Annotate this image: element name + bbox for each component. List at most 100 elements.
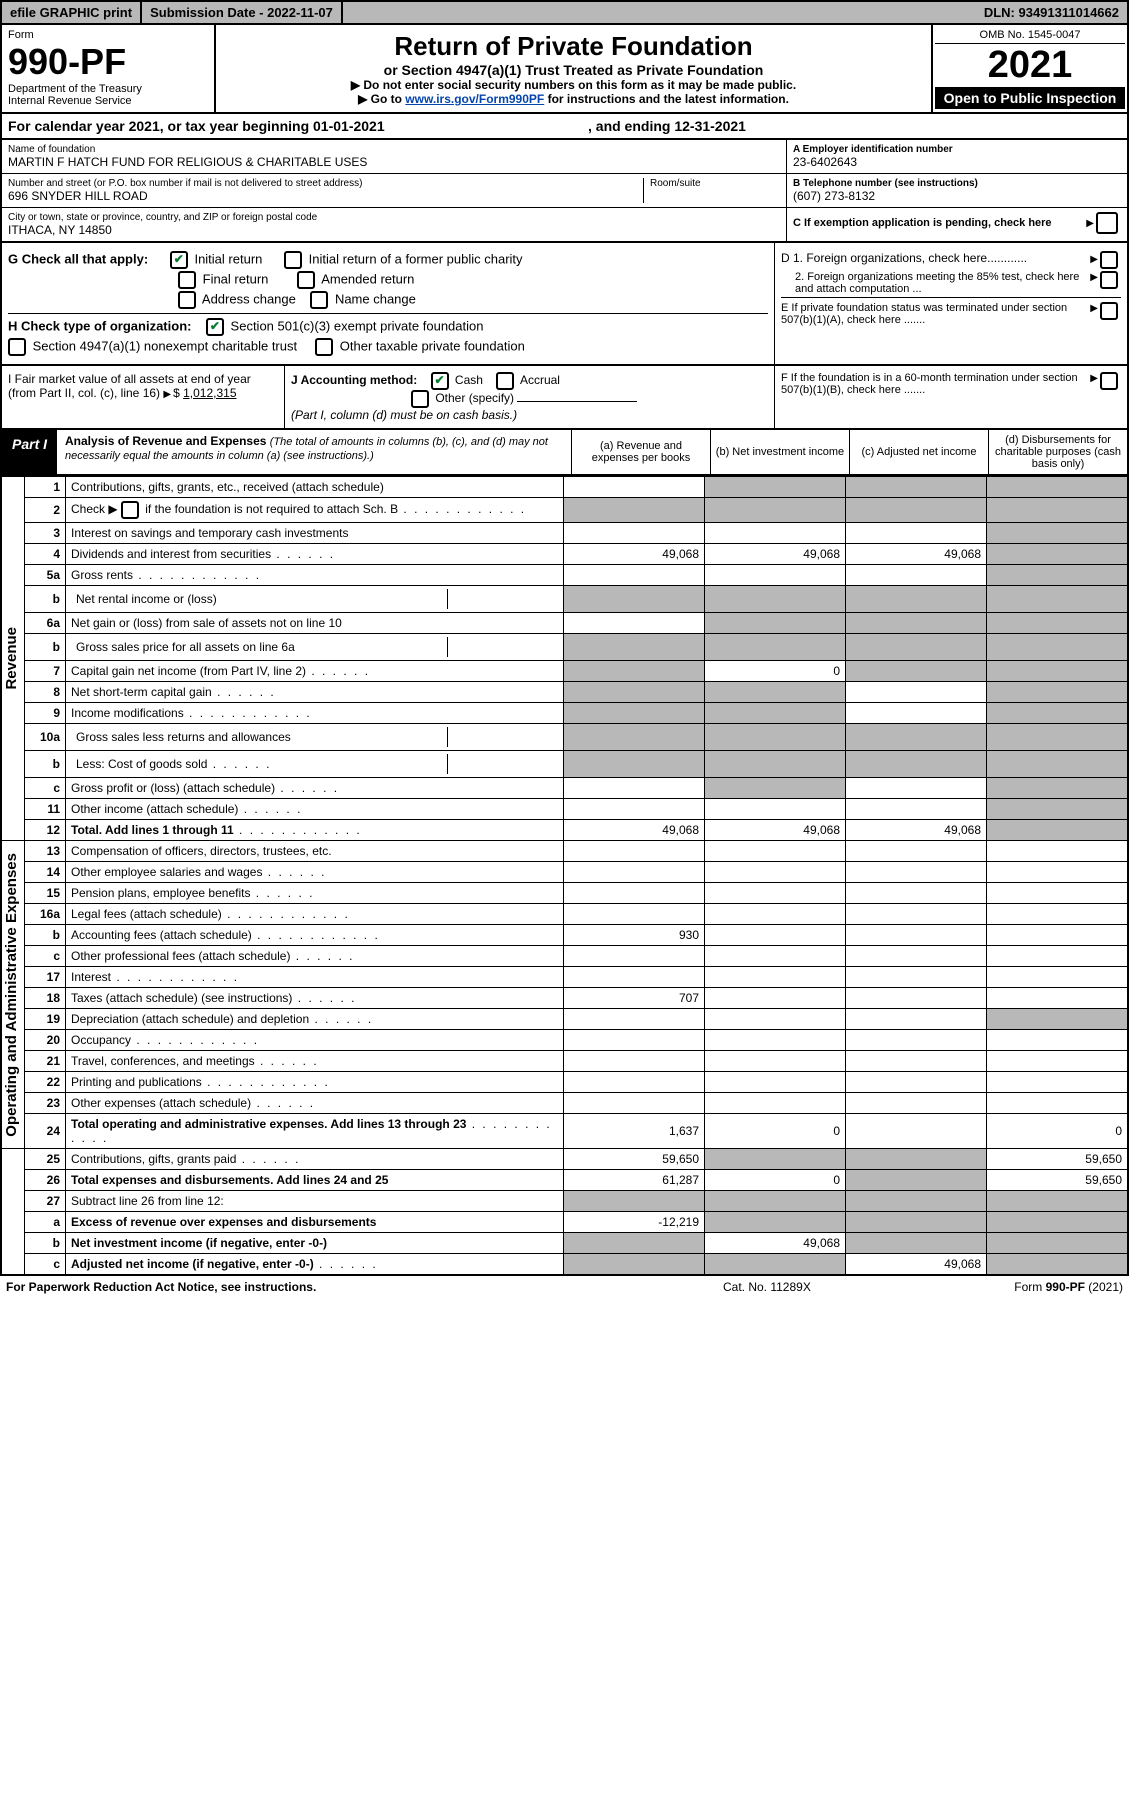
table-row: b Net rental income or (loss): [1, 586, 1128, 613]
info-block: Name of foundation MARTIN F HATCH FUND F…: [0, 140, 1129, 243]
i-value: 1,012,315: [183, 386, 236, 400]
e-chk[interactable]: [1100, 302, 1118, 320]
g-address-chk[interactable]: [178, 291, 196, 309]
part1-tab: Part I: [2, 430, 57, 474]
j-other-chk[interactable]: [411, 390, 429, 408]
c-checkbox[interactable]: [1096, 212, 1118, 234]
j-block: J Accounting method: Cash Accrual Other …: [285, 366, 774, 428]
part1-header: Part I Analysis of Revenue and Expenses …: [0, 430, 1129, 476]
arrow-icon: [1090, 372, 1100, 396]
g-initial-public: Initial return of a former public charit…: [309, 251, 523, 266]
address-row: Number and street (or P.O. box number if…: [2, 174, 786, 208]
h-other: Other taxable private foundation: [340, 338, 525, 353]
calendar-end: , and ending 12-31-2021: [588, 118, 1121, 134]
h-501-chk[interactable]: [206, 318, 224, 336]
c-row: C If exemption application is pending, c…: [787, 208, 1127, 238]
table-row: 8 Net short-term capital gain: [1, 682, 1128, 703]
table-row: Revenue 1 Contributions, gifts, grants, …: [1, 477, 1128, 498]
g-final-chk[interactable]: [178, 271, 196, 289]
tel: (607) 273-8132: [793, 189, 1121, 203]
j-accrual-chk[interactable]: [496, 372, 514, 390]
room-lbl: Room/suite: [650, 178, 780, 189]
d1: D 1. Foreign organizations, check here..…: [781, 251, 1090, 269]
c-lbl: C If exemption application is pending, c…: [793, 217, 1086, 229]
tax-year: 2021: [935, 44, 1125, 87]
instr-2: ▶ Go to www.irs.gov/Form990PF for instru…: [222, 92, 925, 106]
d1-chk[interactable]: [1100, 251, 1118, 269]
table-row: 5a Gross rents: [1, 565, 1128, 586]
g-initial-public-chk[interactable]: [284, 251, 302, 269]
table-row: 4 Dividends and interest from securities…: [1, 544, 1128, 565]
arrow-icon: [1090, 251, 1100, 269]
g-initial-chk[interactable]: [170, 251, 188, 269]
foundation-name-lbl: Name of foundation: [8, 144, 780, 155]
dln: DLN: 93491311014662: [976, 2, 1127, 23]
row-num: 1: [25, 477, 66, 498]
f-lbl: F If the foundation is in a 60-month ter…: [781, 372, 1090, 396]
ein-row: A Employer identification number 23-6402…: [787, 140, 1127, 174]
row-num: 2: [25, 498, 66, 523]
footer-center: Cat. No. 11289X: [723, 1280, 923, 1294]
f-block: F If the foundation is in a 60-month ter…: [774, 366, 1127, 428]
instr2-pre: ▶ Go to: [358, 92, 405, 106]
j-cash-chk[interactable]: [431, 372, 449, 390]
city-row: City or town, state or province, country…: [2, 208, 786, 241]
part1-desc: Analysis of Revenue and Expenses (The to…: [57, 430, 571, 474]
form-label: Form: [8, 29, 208, 41]
calendar-row: For calendar year 2021, or tax year begi…: [0, 114, 1129, 140]
info-right: A Employer identification number 23-6402…: [786, 140, 1127, 241]
h-label: H Check type of organization:: [8, 318, 191, 333]
form-number: 990-PF: [8, 41, 208, 83]
spacer: [343, 2, 976, 23]
part1-table: Revenue 1 Contributions, gifts, grants, …: [0, 476, 1129, 1276]
address: 696 SNYDER HILL ROAD: [8, 189, 637, 203]
j-cash: Cash: [455, 373, 483, 387]
g-block: G Check all that apply: Initial return I…: [2, 243, 774, 364]
g-address: Address change: [202, 291, 296, 306]
g-label: G Check all that apply:: [8, 251, 148, 266]
row-desc: Check ▶ if the foundation is not require…: [66, 498, 564, 523]
g-amended-chk[interactable]: [297, 271, 315, 289]
instr-1: ▶ Do not enter social security numbers o…: [222, 78, 925, 92]
form-header-left: Form 990-PF Department of the Treasury I…: [2, 25, 216, 112]
form-subtitle: or Section 4947(a)(1) Trust Treated as P…: [222, 62, 925, 78]
h-4947-chk[interactable]: [8, 338, 26, 356]
table-row: 10a Gross sales less returns and allowan…: [1, 724, 1128, 751]
tel-lbl: B Telephone number (see instructions): [793, 178, 1121, 189]
h-other-chk[interactable]: [315, 338, 333, 356]
g-initial: Initial return: [194, 251, 262, 266]
form-header-right: OMB No. 1545-0047 2021 Open to Public In…: [931, 25, 1127, 112]
instr2-post: for instructions and the latest informat…: [544, 92, 789, 106]
arrow-icon: [1090, 302, 1100, 326]
schb-chk[interactable]: [121, 501, 139, 519]
form-header-center: Return of Private Foundation or Section …: [216, 25, 931, 112]
d2-chk[interactable]: [1100, 271, 1118, 289]
open-public: Open to Public Inspection: [935, 87, 1125, 109]
arrow-icon: [1090, 271, 1100, 295]
table-row: Operating and Administrative Expenses 13…: [1, 841, 1128, 862]
j-other: Other (specify): [435, 391, 514, 405]
col-a: (a) Revenue and expenses per books: [571, 430, 710, 474]
row-desc: Contributions, gifts, grants, etc., rece…: [66, 477, 564, 498]
instr-link[interactable]: www.irs.gov/Form990PF: [405, 92, 544, 106]
i-block: I Fair market value of all assets at end…: [2, 366, 285, 428]
table-row: c Gross profit or (loss) (attach schedul…: [1, 778, 1128, 799]
g-name-chk[interactable]: [310, 291, 328, 309]
top-bar: efile GRAPHIC print Submission Date - 20…: [0, 0, 1129, 25]
ein-lbl: A Employer identification number: [793, 144, 1121, 155]
city-lbl: City or town, state or province, country…: [8, 212, 780, 223]
g-amended: Amended return: [321, 271, 414, 286]
ein: 23-6402643: [793, 155, 1121, 169]
info-left: Name of foundation MARTIN F HATCH FUND F…: [2, 140, 786, 241]
h-4947: Section 4947(a)(1) nonexempt charitable …: [33, 338, 297, 353]
foundation-name-row: Name of foundation MARTIN F HATCH FUND F…: [2, 140, 786, 174]
table-row: 9 Income modifications: [1, 703, 1128, 724]
table-row: 7 Capital gain net income (from Part IV,…: [1, 661, 1128, 682]
table-row: 2 Check ▶ if the foundation is not requi…: [1, 498, 1128, 523]
footer-right: Form Form 990-PF (2021)990-PF (2021): [923, 1280, 1123, 1294]
submission-date: Submission Date - 2022-11-07: [142, 2, 343, 23]
arrow-icon: [1086, 217, 1096, 229]
f-chk[interactable]: [1100, 372, 1118, 390]
calendar-begin: For calendar year 2021, or tax year begi…: [8, 118, 588, 134]
ijf-block: I Fair market value of all assets at end…: [0, 366, 1129, 430]
